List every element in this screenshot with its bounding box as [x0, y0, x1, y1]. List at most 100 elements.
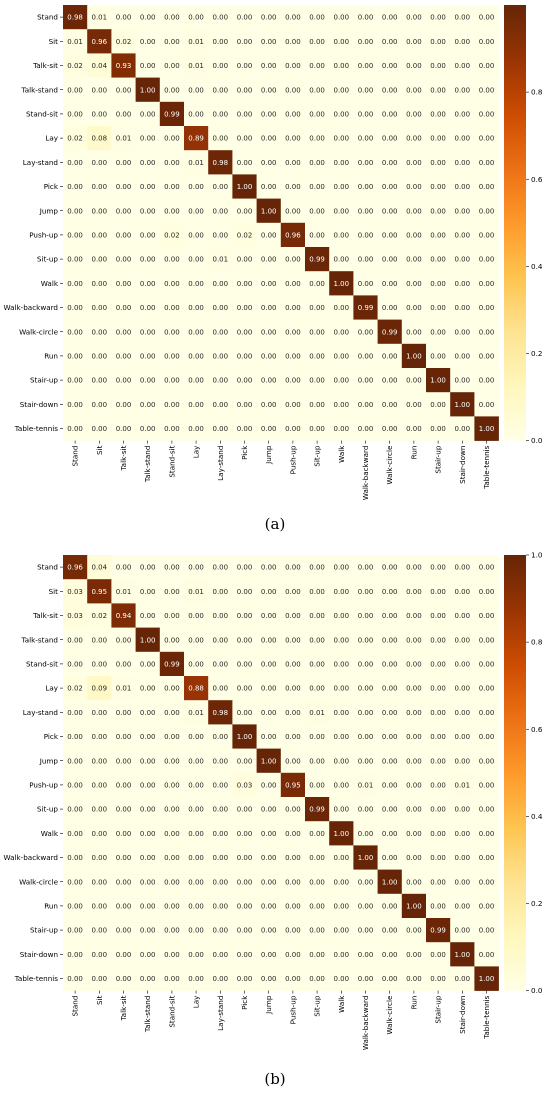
heatmap-cell	[63, 368, 88, 393]
cell-value-label: 0.00	[261, 159, 277, 167]
cell-value-label: 0.00	[309, 207, 325, 215]
cell-value-label: 0.00	[188, 951, 204, 959]
cell-value-label: 0.00	[455, 685, 471, 693]
heatmap-cell	[87, 772, 112, 798]
heatmap-cell	[329, 676, 354, 701]
cell-value-label: 0.00	[479, 135, 495, 143]
heatmap-cell	[305, 724, 330, 749]
cell-value-label: 0.00	[140, 304, 156, 312]
heatmap-cell	[353, 416, 378, 441]
x-tick-label: Walk	[337, 995, 346, 1013]
heatmap-cell	[353, 700, 378, 725]
cell-value-label: 0.00	[164, 757, 180, 765]
heatmap-cell	[256, 29, 282, 54]
heatmap-cell	[87, 748, 112, 774]
heatmap-cell	[474, 53, 499, 78]
cell-value-label: 0.00	[334, 757, 350, 765]
heatmap-cell	[256, 845, 282, 870]
heatmap-cell	[305, 53, 330, 78]
heatmap-cell	[135, 319, 161, 345]
cell-value-label: 0.00	[67, 111, 83, 119]
cell-value-label: 0.00	[455, 14, 471, 22]
cell-value-label: 0.00	[382, 207, 398, 215]
cell-value-label: 0.00	[164, 256, 180, 264]
cell-value-label: 0.00	[455, 328, 471, 336]
cell-value-label: 0.00	[406, 232, 422, 240]
heatmap-cell	[329, 869, 354, 895]
heatmap-cell	[232, 579, 257, 604]
cell-value-label: 0.00	[92, 927, 108, 935]
cell-value-label: 0.99	[358, 304, 374, 312]
heatmap-cell	[426, 53, 451, 78]
cell-value-label: 0.00	[334, 709, 350, 717]
heatmap-cell	[305, 942, 330, 967]
cell-value-label: 0.00	[358, 757, 374, 765]
heatmap-cell	[450, 295, 475, 320]
heatmap-cells: 0.98 0.01 0.00 0.00 0.00 0.00 0.00 0.00 0.00 0.00…	[63, 5, 499, 441]
cell-value-label: 0.99	[309, 256, 325, 264]
cell-value-label: 0.00	[455, 159, 471, 167]
cell-value-label: 0.00	[188, 328, 204, 336]
heatmap-cell	[111, 918, 136, 943]
x-tick-label: Walk-backward	[361, 996, 370, 1051]
heatmap-cell	[377, 772, 403, 798]
cell-value-label: 0.00	[188, 353, 204, 361]
cell-value-label: 0.00	[285, 854, 301, 862]
x-tick-label: Walk-backward	[361, 446, 370, 501]
cell-value-label: 0.00	[479, 733, 495, 741]
cell-value-label: 0.00	[237, 401, 253, 409]
cell-value-label: 0.00	[213, 830, 229, 838]
cell-value-label: 0.00	[92, 903, 108, 911]
cell-value-label: 0.98	[213, 159, 229, 167]
heatmap-cell	[256, 295, 282, 320]
heatmap-cell	[426, 869, 451, 895]
cell-value-label: 0.00	[455, 661, 471, 669]
cell-value-label: 0.00	[213, 782, 229, 790]
heatmap-cell	[63, 821, 88, 846]
heatmap-cell	[426, 724, 451, 749]
cell-value-label: 0.00	[406, 564, 422, 572]
cell-value-label: 0.00	[188, 733, 204, 741]
heatmap-cell	[474, 579, 499, 604]
cell-value-label: 0.00	[213, 425, 229, 433]
cell-value-label: 0.00	[479, 86, 495, 94]
heatmap-cell	[474, 676, 499, 701]
cell-value-label: 0.00	[358, 111, 374, 119]
heatmap-cell	[474, 797, 499, 822]
cell-value-label: 0.00	[116, 256, 132, 264]
cell-value-label: 0.02	[67, 685, 83, 693]
cell-value-label: 0.00	[430, 111, 446, 119]
heatmap-cell	[208, 126, 233, 151]
heatmap-cell	[401, 53, 427, 78]
y-tick-label: Talk-sit	[32, 61, 58, 70]
cell-value-label: 0.00	[164, 612, 180, 620]
cell-value-label: 0.00	[213, 14, 229, 22]
heatmap-cell	[87, 821, 112, 846]
heatmap-cell	[184, 150, 209, 175]
heatmap-cell	[232, 174, 257, 199]
heatmap-cell	[450, 555, 475, 580]
heatmap-cell	[426, 627, 451, 653]
cell-value-label: 0.00	[334, 951, 350, 959]
heatmap-cell	[377, 893, 403, 919]
cell-value-label: 0.00	[140, 806, 156, 814]
cell-value-label: 0.00	[334, 782, 350, 790]
heatmap-cell	[87, 555, 112, 580]
heatmap-cell	[401, 651, 427, 677]
heatmap-cell	[135, 53, 161, 78]
cell-value-label: 0.00	[164, 830, 180, 838]
x-tick-label: Talk-stand	[143, 996, 152, 1033]
heatmap-cell	[329, 198, 354, 224]
cell-value-label: 0.00	[237, 612, 253, 620]
cell-value-label: 0.00	[309, 328, 325, 336]
cell-value-label: 1.00	[334, 830, 350, 838]
cell-value-label: 0.00	[406, 256, 422, 264]
heatmap-cell	[87, 869, 112, 895]
heatmap-cell	[111, 893, 136, 919]
heatmap-cell	[305, 126, 330, 151]
cell-value-label: 0.00	[261, 685, 277, 693]
colorbar-tick-label: 0.2	[531, 349, 542, 358]
heatmap-cell	[329, 53, 354, 78]
cell-value-label: 0.99	[382, 328, 398, 336]
cell-value-label: 0.00	[116, 636, 132, 644]
